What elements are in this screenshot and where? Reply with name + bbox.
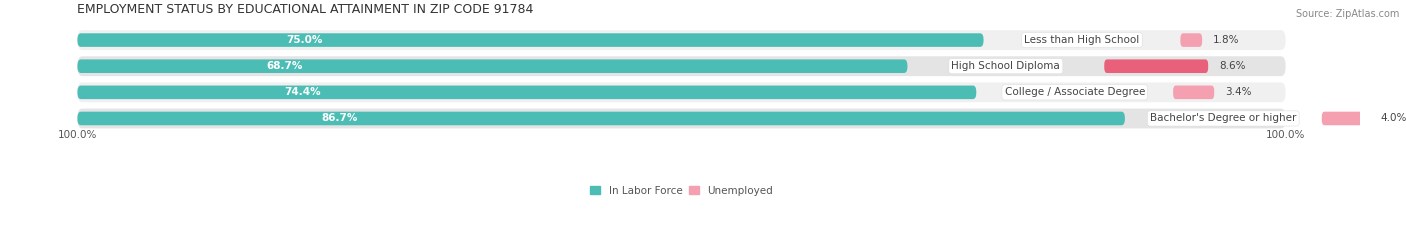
- FancyBboxPatch shape: [77, 59, 907, 73]
- Text: 8.6%: 8.6%: [1219, 61, 1246, 71]
- FancyBboxPatch shape: [77, 109, 1285, 128]
- Text: 86.7%: 86.7%: [321, 113, 357, 123]
- Text: High School Diploma: High School Diploma: [952, 61, 1060, 71]
- Text: 100.0%: 100.0%: [58, 130, 97, 140]
- FancyBboxPatch shape: [1322, 112, 1369, 125]
- FancyBboxPatch shape: [1181, 33, 1202, 47]
- FancyBboxPatch shape: [77, 33, 984, 47]
- Legend: In Labor Force, Unemployed: In Labor Force, Unemployed: [588, 184, 775, 198]
- Text: 74.4%: 74.4%: [284, 87, 321, 97]
- FancyBboxPatch shape: [77, 56, 1285, 76]
- Text: 68.7%: 68.7%: [267, 61, 304, 71]
- Text: EMPLOYMENT STATUS BY EDUCATIONAL ATTAINMENT IN ZIP CODE 91784: EMPLOYMENT STATUS BY EDUCATIONAL ATTAINM…: [77, 3, 534, 16]
- Text: College / Associate Degree: College / Associate Degree: [1004, 87, 1144, 97]
- Text: 3.4%: 3.4%: [1225, 87, 1251, 97]
- Text: 100.0%: 100.0%: [1265, 130, 1305, 140]
- FancyBboxPatch shape: [77, 112, 1125, 125]
- Text: 4.0%: 4.0%: [1381, 113, 1406, 123]
- FancyBboxPatch shape: [77, 86, 976, 99]
- Text: Source: ZipAtlas.com: Source: ZipAtlas.com: [1295, 9, 1399, 19]
- FancyBboxPatch shape: [1173, 86, 1215, 99]
- Text: Less than High School: Less than High School: [1025, 35, 1140, 45]
- Text: Bachelor's Degree or higher: Bachelor's Degree or higher: [1150, 113, 1296, 123]
- Text: 75.0%: 75.0%: [285, 35, 322, 45]
- Text: 1.8%: 1.8%: [1213, 35, 1240, 45]
- FancyBboxPatch shape: [1104, 59, 1208, 73]
- FancyBboxPatch shape: [77, 82, 1285, 102]
- FancyBboxPatch shape: [77, 30, 1285, 50]
